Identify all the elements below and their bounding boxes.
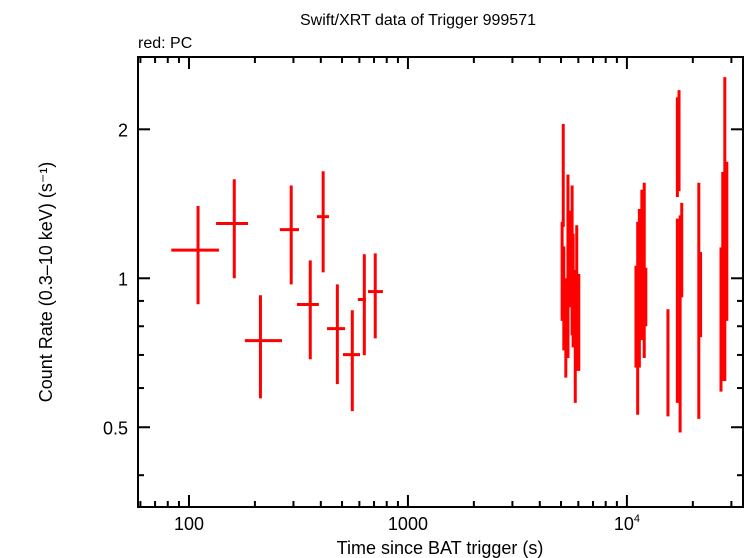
x-tick-label-text: 10 <box>614 514 634 534</box>
y-tick-label: 1 <box>118 269 128 289</box>
data-point <box>644 267 648 327</box>
x-tick-label: 100 <box>174 514 204 534</box>
data-point <box>675 218 679 403</box>
y-tick-label: 0.5 <box>103 418 128 438</box>
data-point <box>575 225 579 371</box>
y-tick-labels: 0.5 1 2 <box>103 120 128 438</box>
x-axis-label: Time since BAT trigger (s) <box>337 538 544 558</box>
data-point <box>316 171 330 273</box>
data-point <box>723 77 727 382</box>
data-point <box>561 124 565 227</box>
data-point <box>699 252 703 338</box>
x-tick-label-exponent: 4 <box>634 513 640 525</box>
data-point <box>171 205 219 305</box>
data-point <box>562 246 566 351</box>
y-axis-label: Count Rate (0.3–10 keV) (s⁻¹) <box>36 162 56 403</box>
data-point <box>244 295 283 399</box>
x-tick-label-text: 100 <box>174 514 204 534</box>
data-point <box>725 161 729 321</box>
data-point <box>666 309 670 417</box>
data-point <box>327 284 346 385</box>
data-point <box>637 209 641 368</box>
data-point <box>571 233 575 348</box>
data-points <box>171 77 729 433</box>
chart-title: Swift/XRT data of Trigger 999571 <box>300 12 536 29</box>
data-point <box>640 189 644 341</box>
data-point <box>296 260 319 360</box>
axis-ticks <box>138 57 743 507</box>
x-tick-label: 1000 <box>388 514 428 534</box>
data-point <box>677 90 681 192</box>
x-tick-label: 104 <box>614 513 640 534</box>
data-point <box>721 171 725 382</box>
x-tick-label-text: 1000 <box>388 514 428 534</box>
data-point <box>678 215 682 433</box>
data-point <box>568 210 572 308</box>
chart-subtitle: red: PC <box>138 35 192 52</box>
data-point <box>367 253 383 339</box>
data-point <box>357 254 366 356</box>
data-point <box>680 202 684 298</box>
data-point <box>279 185 299 285</box>
plot-frame <box>137 56 744 508</box>
y-tick-label: 2 <box>118 120 128 140</box>
x-tick-labels: 100 1000 104 <box>174 513 640 534</box>
data-point <box>564 278 568 378</box>
data-point <box>216 179 248 279</box>
data-point <box>342 310 361 412</box>
data-point <box>577 274 581 371</box>
